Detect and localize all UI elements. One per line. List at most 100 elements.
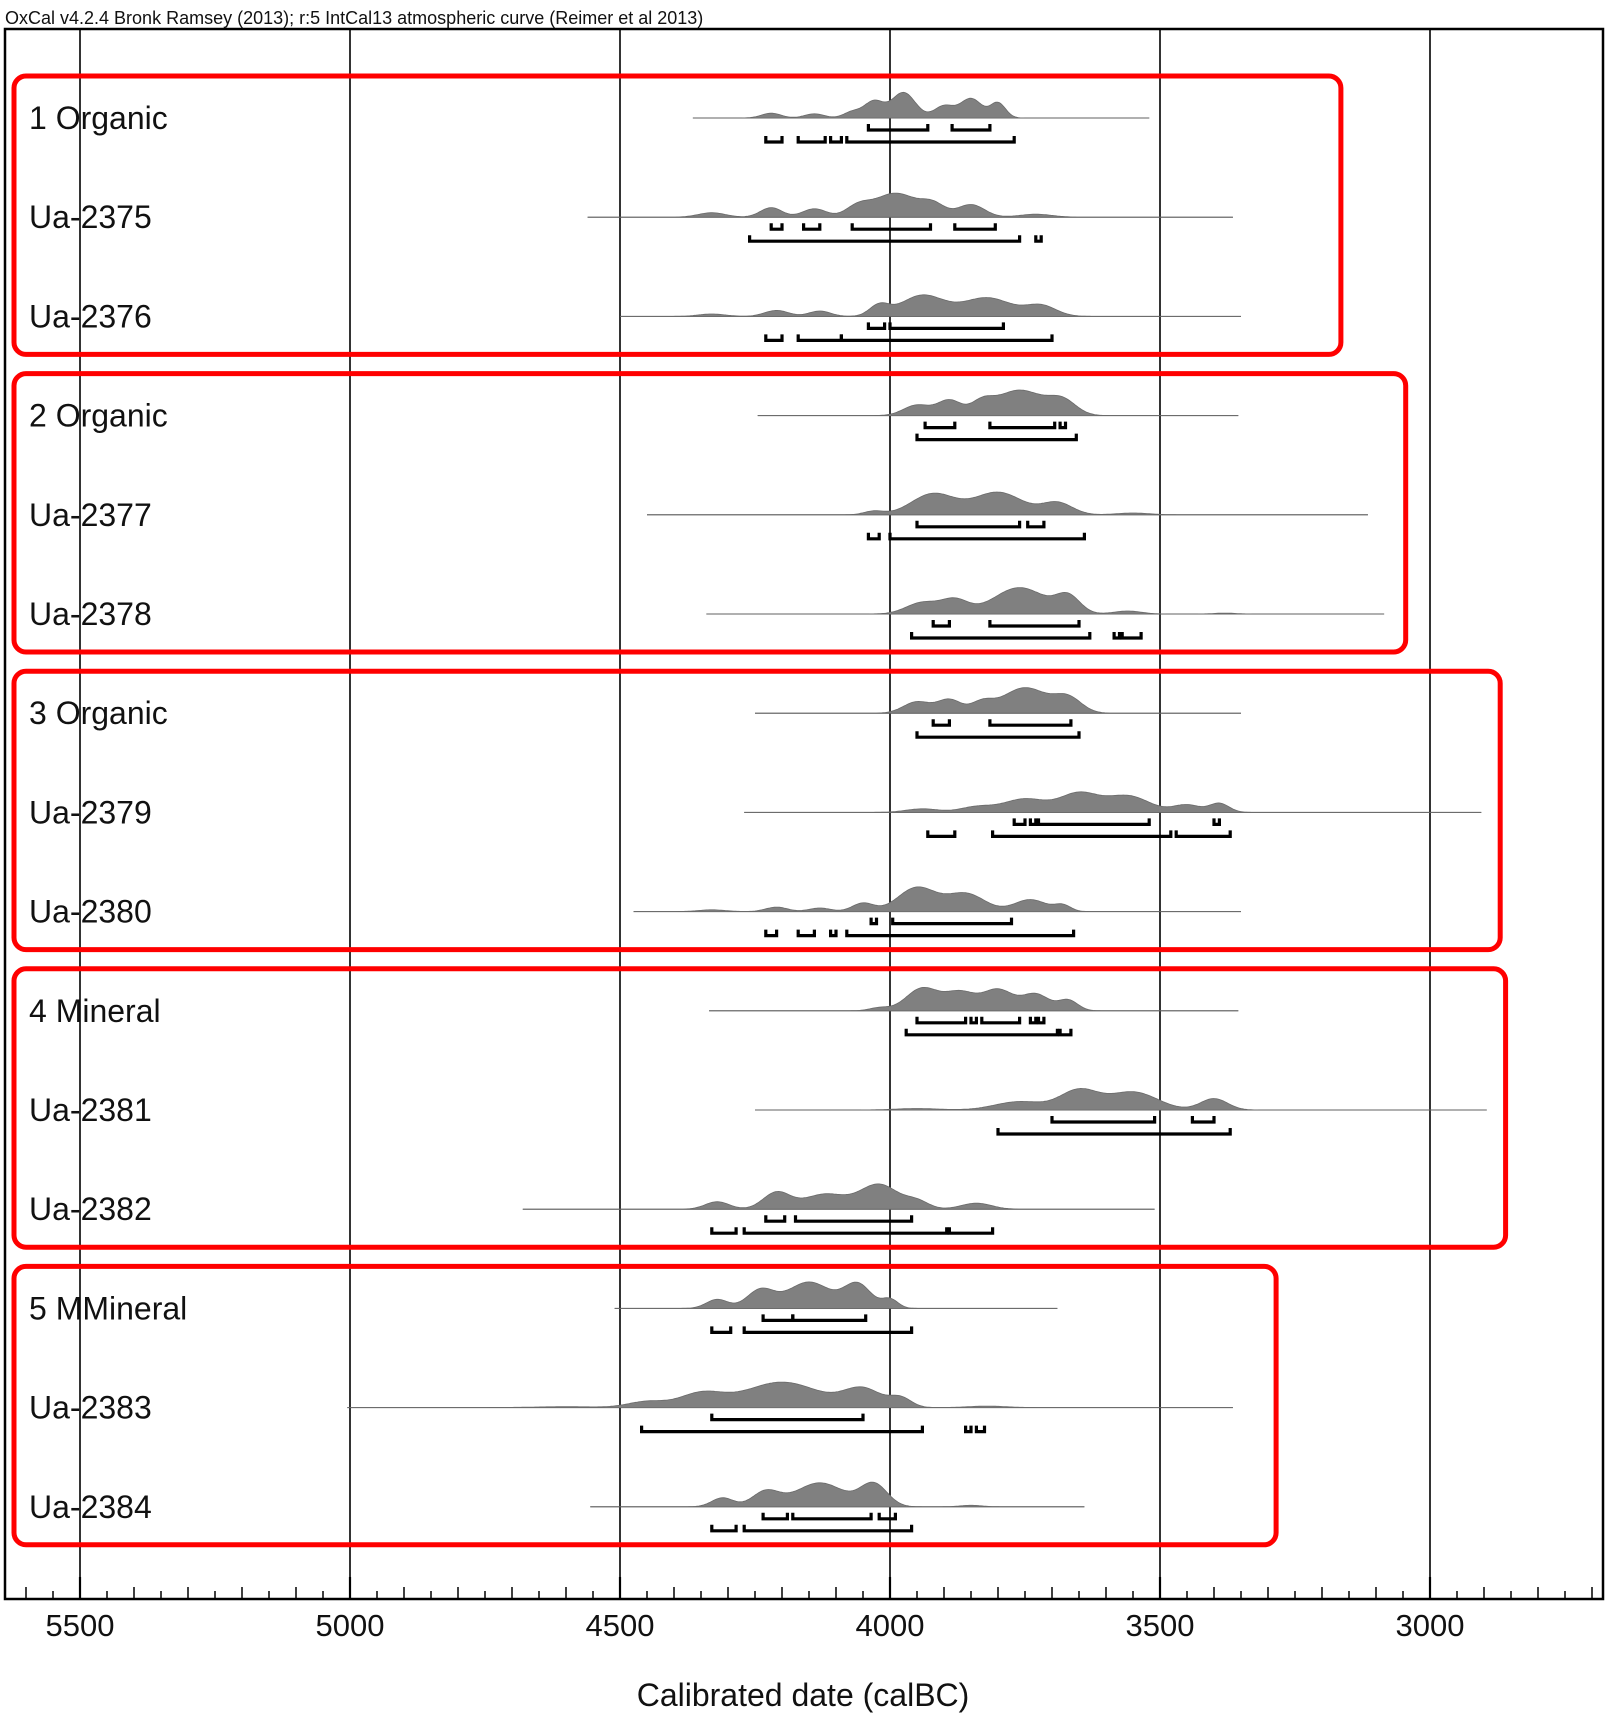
range-68-1 xyxy=(802,223,822,231)
group-box-4 xyxy=(11,966,1509,1250)
range-68-0 xyxy=(915,520,1022,529)
range-68-2 xyxy=(877,1512,897,1521)
row-label: 2 Organic xyxy=(29,398,168,434)
row-label: Ua-2382 xyxy=(29,1191,152,1227)
row-label: Ua-2379 xyxy=(29,794,152,830)
group-box-1 xyxy=(11,73,1344,357)
x-tick-label-5500: 5500 xyxy=(46,1608,115,1643)
group-box-3 xyxy=(11,668,1503,953)
range-95-1 xyxy=(742,1326,914,1334)
row-label: Ua-2384 xyxy=(29,1489,152,1525)
group-box-2 xyxy=(11,371,1409,655)
range-95-0 xyxy=(915,433,1078,442)
posterior-density xyxy=(633,886,1241,912)
range-95-2 xyxy=(974,1425,987,1434)
range-95-0 xyxy=(710,1227,738,1235)
chart-header: OxCal v4.2.4 Bronk Ramsey (2013); r:5 In… xyxy=(5,8,703,28)
range-68-1 xyxy=(791,1314,868,1322)
x-tick-label-3500: 3500 xyxy=(1126,1608,1195,1643)
range-95-3 xyxy=(845,929,1076,938)
row-label: Ua-2378 xyxy=(29,596,152,632)
range-68-3 xyxy=(1212,818,1221,826)
row-3-0 xyxy=(709,987,1239,1037)
range-95-0 xyxy=(710,1326,733,1334)
range-68-0 xyxy=(710,1413,865,1422)
range-68-0 xyxy=(764,1215,787,1223)
posterior-density xyxy=(522,1183,1155,1210)
range-95-2 xyxy=(947,1227,995,1235)
row-2-2 xyxy=(633,886,1241,938)
range-95-1 xyxy=(888,532,1086,541)
range-95-0 xyxy=(764,929,779,938)
row-1-2 xyxy=(706,587,1385,640)
row-0-1 xyxy=(587,192,1233,243)
range-95-0 xyxy=(748,235,1022,243)
row-3-1 xyxy=(755,1087,1487,1136)
row-label: 3 Organic xyxy=(29,695,168,731)
range-95-2 xyxy=(1120,632,1143,640)
range-95-0 xyxy=(915,731,1081,739)
range-95-0 xyxy=(904,1028,1059,1037)
range-95-0 xyxy=(996,1128,1232,1136)
row-label: Ua-2376 xyxy=(29,298,152,334)
range-95-1 xyxy=(1058,1028,1073,1037)
range-68-1 xyxy=(1028,818,1038,826)
range-68-0 xyxy=(761,1314,795,1322)
posterior-density xyxy=(620,294,1241,317)
gridlines xyxy=(79,29,1431,1599)
x-tick-label-4500: 4500 xyxy=(586,1608,655,1643)
range-68-4 xyxy=(1036,1016,1046,1025)
row-label: 5 MMineral xyxy=(29,1290,187,1326)
row-4-1 xyxy=(347,1381,1233,1434)
row-labels: 1 Organic Ua-2375 Ua-2376 2 Organic Ua-2377 U… xyxy=(29,100,187,1525)
row-4-2 xyxy=(590,1481,1085,1533)
row-1-0 xyxy=(757,389,1239,442)
row-0-0 xyxy=(692,91,1150,144)
posterior-density xyxy=(709,987,1239,1012)
range-95-2 xyxy=(829,929,838,938)
row-2-0 xyxy=(755,687,1241,739)
range-95-0 xyxy=(764,334,784,342)
range-68-0 xyxy=(1012,818,1027,826)
range-68-2 xyxy=(1036,818,1151,826)
x-tick-label-5000: 5000 xyxy=(316,1608,385,1643)
range-95-0 xyxy=(710,1524,738,1533)
posterior-density xyxy=(755,1087,1487,1111)
posterior-density xyxy=(706,587,1385,615)
range-68-1 xyxy=(1190,1116,1216,1124)
range-68-1 xyxy=(950,124,992,132)
posterior-density xyxy=(755,687,1241,714)
range-95-1 xyxy=(991,830,1173,838)
range-95-2 xyxy=(1174,830,1232,838)
row-2-1 xyxy=(744,791,1482,838)
posterior-density xyxy=(647,491,1368,516)
posterior-density xyxy=(692,91,1150,119)
range-68-0 xyxy=(931,620,951,628)
posterior-density xyxy=(587,192,1233,218)
distributions xyxy=(347,91,1487,1533)
range-68-0 xyxy=(931,719,951,727)
range-95-0 xyxy=(764,136,784,144)
posterior-density xyxy=(347,1381,1233,1408)
x-tick-label-3000: 3000 xyxy=(1396,1608,1465,1643)
row-label: 1 Organic xyxy=(29,100,168,136)
range-68-1 xyxy=(988,421,1057,430)
range-95-0 xyxy=(910,632,1092,640)
x-tick-label-4000: 4000 xyxy=(856,1608,925,1643)
range-95-1 xyxy=(742,1227,949,1235)
row-label: Ua-2383 xyxy=(29,1390,152,1426)
range-68-1 xyxy=(969,1016,978,1025)
posterior-density xyxy=(614,1281,1058,1309)
range-95-2 xyxy=(839,334,1054,342)
range-95-1 xyxy=(742,1524,914,1533)
range-95-0 xyxy=(926,830,957,838)
range-68-0 xyxy=(923,421,957,430)
range-68-0 xyxy=(866,322,887,330)
row-1-1 xyxy=(647,491,1368,541)
x-axis-title: Calibrated date (calBC) xyxy=(637,1677,970,1713)
row-label: 4 Mineral xyxy=(29,993,161,1029)
row-label: Ua-2380 xyxy=(29,894,152,930)
range-68-1 xyxy=(888,322,1005,330)
range-68-0 xyxy=(1050,1116,1157,1124)
